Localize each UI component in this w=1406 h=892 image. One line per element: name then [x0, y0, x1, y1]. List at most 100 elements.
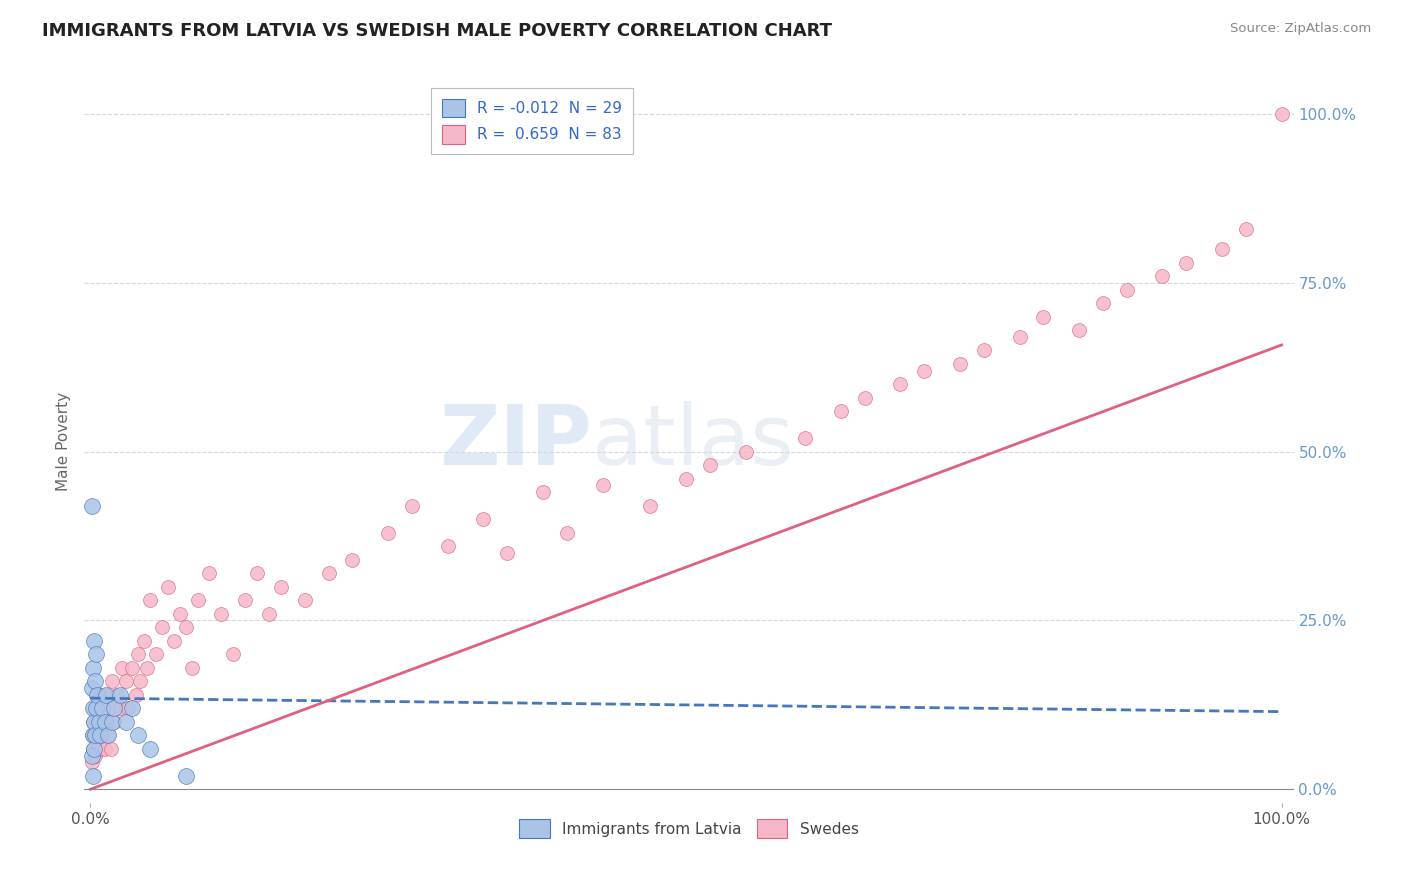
Point	[127, 647, 149, 661]
Point	[1115, 283, 1137, 297]
Text: ZIP: ZIP	[440, 401, 592, 482]
Point	[86, 741, 108, 756]
Point	[83, 728, 105, 742]
Point	[136, 661, 159, 675]
Point	[103, 701, 125, 715]
Point	[84, 674, 107, 689]
Point	[472, 512, 495, 526]
Text: atlas: atlas	[592, 401, 794, 482]
Point	[121, 661, 143, 675]
Point	[1067, 323, 1090, 337]
Point	[163, 633, 186, 648]
Point	[84, 748, 107, 763]
Point	[270, 580, 292, 594]
Point	[912, 364, 935, 378]
Point	[82, 741, 104, 756]
Point	[115, 714, 138, 729]
Text: Source: ZipAtlas.com: Source: ZipAtlas.com	[1230, 22, 1371, 36]
Point	[180, 661, 202, 675]
Point	[84, 647, 107, 661]
Point	[121, 701, 143, 715]
Point	[294, 593, 316, 607]
Point	[699, 458, 721, 472]
Point	[80, 499, 103, 513]
Point	[1091, 296, 1114, 310]
Y-axis label: Male Poverty: Male Poverty	[56, 392, 72, 491]
Point	[103, 714, 125, 729]
Point	[84, 714, 107, 729]
Point	[111, 661, 134, 675]
Point	[87, 714, 110, 729]
Point	[87, 701, 110, 715]
Point	[222, 647, 245, 661]
Point	[82, 714, 104, 729]
Point	[97, 728, 120, 742]
Point	[83, 633, 105, 648]
Point	[132, 633, 155, 648]
Point	[1175, 255, 1198, 269]
Point	[117, 701, 139, 715]
Point	[889, 377, 911, 392]
Point	[1152, 269, 1174, 284]
Point	[342, 552, 364, 566]
Point	[139, 741, 162, 756]
Point	[82, 728, 104, 742]
Point	[93, 741, 115, 756]
Point	[209, 607, 232, 621]
Point	[89, 688, 111, 702]
Point	[82, 661, 104, 675]
Point	[83, 701, 105, 715]
Point	[91, 728, 114, 742]
Point	[1008, 330, 1031, 344]
Point	[257, 607, 280, 621]
Point	[174, 620, 197, 634]
Point	[91, 701, 114, 715]
Point	[1271, 107, 1294, 121]
Point	[84, 688, 107, 702]
Point	[555, 525, 578, 540]
Point	[115, 674, 138, 689]
Point	[91, 701, 114, 715]
Point	[145, 647, 167, 661]
Point	[186, 593, 208, 607]
Point	[84, 701, 107, 715]
Point	[592, 478, 614, 492]
Point	[734, 444, 756, 458]
Point	[89, 728, 111, 742]
Point	[949, 357, 972, 371]
Point	[139, 593, 162, 607]
Point	[496, 546, 519, 560]
Point	[127, 728, 149, 742]
Point	[853, 391, 876, 405]
Point	[246, 566, 269, 581]
Point	[233, 593, 256, 607]
Point	[318, 566, 340, 581]
Point	[100, 674, 122, 689]
Point	[105, 688, 128, 702]
Point	[150, 620, 173, 634]
Point	[436, 539, 458, 553]
Point	[1234, 222, 1257, 236]
Point	[129, 674, 152, 689]
Text: IMMIGRANTS FROM LATVIA VS SWEDISH MALE POVERTY CORRELATION CHART: IMMIGRANTS FROM LATVIA VS SWEDISH MALE P…	[42, 22, 832, 40]
Point	[638, 499, 661, 513]
Point	[174, 769, 197, 783]
Point	[830, 404, 852, 418]
Point	[93, 714, 115, 729]
Point	[973, 343, 995, 358]
Point	[94, 688, 117, 702]
Point	[156, 580, 179, 594]
Point	[93, 714, 115, 729]
Point	[97, 728, 120, 742]
Point	[80, 748, 103, 763]
Point	[1032, 310, 1054, 324]
Point	[90, 741, 112, 756]
Point	[169, 607, 191, 621]
Point	[198, 566, 221, 581]
Point	[80, 756, 103, 770]
Point	[97, 701, 120, 715]
Point	[401, 499, 423, 513]
Legend: Immigrants from Latvia, Swedes: Immigrants from Latvia, Swedes	[512, 812, 866, 846]
Point	[675, 472, 697, 486]
Point	[87, 728, 110, 742]
